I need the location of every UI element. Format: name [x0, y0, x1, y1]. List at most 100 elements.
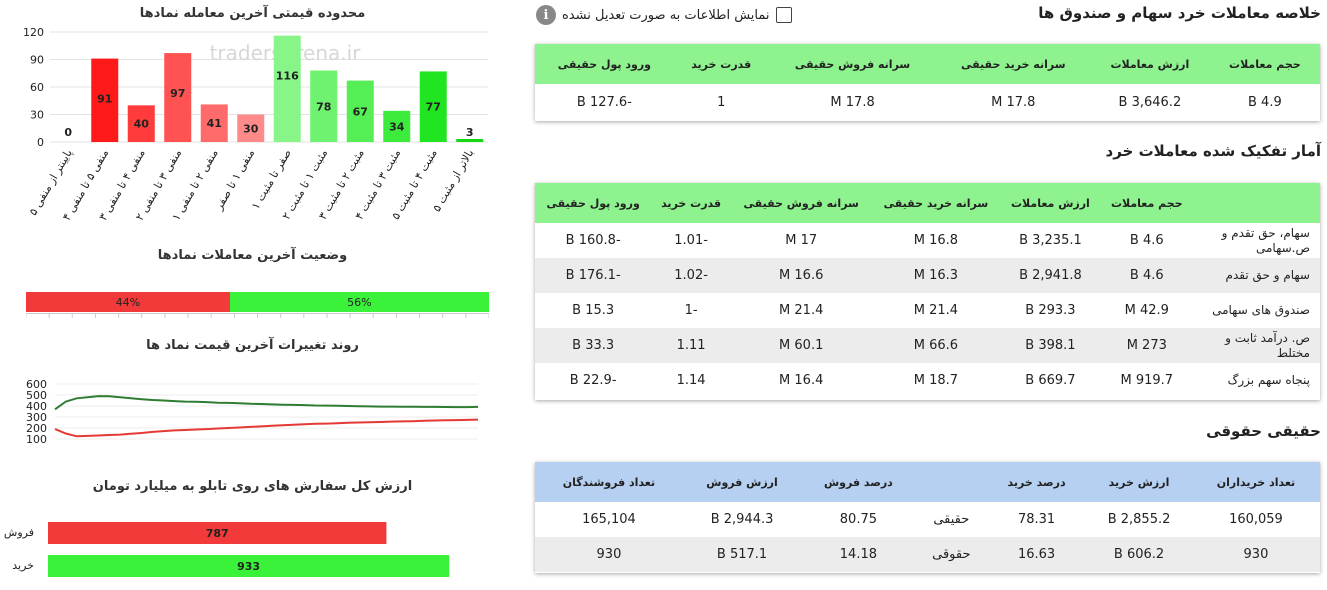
table-cell: 17.8 M [830, 95, 875, 110]
bar-value-label: 78 [316, 100, 331, 113]
series-line-1 [54, 418, 479, 438]
header-value: ارزش معاملات [1000, 183, 1101, 223]
header-money-inflow: ورود پول حقیقی [535, 183, 652, 223]
bar-value-label: 67 [353, 105, 368, 118]
breakdown-table: حجم معاملات ارزش معاملات سرانه خرید حقیق… [535, 183, 1320, 398]
table-cell: 1 [717, 95, 726, 110]
breakdown-table-card: حجم معاملات ارزش معاملات سرانه خرید حقیق… [535, 183, 1320, 400]
bar-value-label: 91 [97, 93, 112, 106]
table-cell: 15.3 B [572, 303, 615, 318]
bar-value-label: 787 [206, 527, 229, 540]
table-cell: 3,235.1 B [1019, 233, 1082, 248]
table-cell: 669.7 B [1025, 373, 1076, 388]
summary-title: خلاصه معاملات خرد سهام و صندوق ها [1038, 4, 1321, 22]
bar [419, 71, 447, 142]
table-cell: 17.8 M [991, 95, 1036, 110]
table-row: 4.9 B 3,646.2 B 17.8 M 17.8 M 1 -127.6 B [535, 84, 1320, 121]
table-cell: -22.9 B [569, 373, 617, 388]
table-cell: 16.63 [986, 537, 1087, 572]
table-cell: 66.6 M [871, 328, 1001, 363]
header-value: ارزش معاملات [1090, 44, 1210, 84]
info-icon[interactable]: i [536, 5, 556, 25]
header-volume: حجم معاملات [1100, 183, 1193, 223]
header-buy-pct: درصد خرید [986, 462, 1087, 502]
row-type-label: حقوقی [915, 537, 987, 572]
bar-value-label: 933 [237, 560, 260, 573]
breakdown-title: آمار تفکیک شده معاملات خرد [1105, 142, 1321, 160]
order-value-bar-chart: 787 فروش 933 خرید [4, 522, 450, 577]
table-cell: -127.6 B [576, 95, 632, 110]
chart3-title: روند تغییرات آخرین قیمت نماد ها [146, 338, 359, 353]
bar-value-label: 41 [207, 117, 222, 130]
bar [200, 104, 228, 142]
row-category-label: ص. درآمد ثابت و مختلط [1193, 328, 1320, 363]
table-cell: 78.31 [1017, 512, 1056, 527]
table-cell: 606.2 B [1086, 537, 1192, 572]
table-cell: 4.9 B [1247, 95, 1282, 110]
bar-value-label: 77 [426, 101, 441, 114]
table-cell: 4.6 B [1100, 258, 1193, 293]
table-row: پنجاه سهم بزرگ 919.7 M 669.7 B 18.7 M 16.4 M… [535, 363, 1320, 398]
y-tick-label: 100 [26, 433, 47, 446]
status-axis [26, 313, 489, 318]
table-cell: 1.14 [676, 373, 706, 388]
table-cell: 14.18 [801, 537, 916, 572]
table-cell: 293.3 B [1025, 303, 1076, 318]
header-buy-value: ارزش خرید [1086, 462, 1192, 502]
table-cell: 21.4 M [913, 303, 959, 318]
y-tick-label: 30 [30, 109, 44, 122]
table-cell: 42.9 M [1124, 303, 1169, 318]
header-sell-per-capita: سرانه فروش حقیقی [768, 44, 937, 84]
table-cell: 1.11 [651, 328, 731, 363]
bar [91, 58, 119, 143]
category-label: فروش [4, 526, 34, 539]
negative-segment: 44% [26, 292, 230, 312]
individual-legal-title: حقیقی حقوقی [1206, 422, 1321, 440]
series-line-0 [54, 395, 479, 411]
table-cell: 80.75 [839, 512, 877, 527]
table-cell: 2,855.2 B [1107, 512, 1171, 527]
y-tick-label: 600 [26, 378, 47, 391]
table-row: سهام، حق تقدم و ص.سهامی 4.6 B 3,235.1 B 16.… [535, 223, 1320, 258]
chart2-title: وضعیت آخرین معاملات نمادها [157, 248, 348, 263]
summary-table-card: حجم معاملات ارزش معاملات سرانه خرید حقیق… [535, 44, 1320, 121]
bar [310, 70, 338, 142]
price-range-bar-chart: 0306090120tradersArena.ir0پایینتر از منف… [23, 26, 488, 223]
bar-value-label: 97 [170, 87, 185, 100]
unadjusted-checkbox[interactable] [775, 7, 792, 23]
status-split-bar: 44% 56% [26, 292, 489, 312]
chart1-title: محدوده قیمتی آخرین معامله نمادها [139, 6, 366, 21]
positive-segment: 56% [229, 292, 489, 312]
table-row: 160,059 2,855.2 B 78.31 حقیقی 80.75 2,944.3 B… [535, 502, 1320, 537]
header-sell-pct: درصد فروش [801, 462, 916, 502]
row-category-label: سهام، حق تقدم و ص.سهامی [1221, 225, 1310, 255]
table-cell: 60.1 M [730, 328, 872, 363]
table-cell: 33.3 B [535, 328, 652, 363]
positive-pct-label: 56% [347, 295, 372, 309]
table-row: 930 606.2 B 16.63 حقوقی 14.18 517.1 B 930 [535, 537, 1320, 572]
bar-value-label: 40 [134, 118, 150, 131]
table-cell: 16.6 M [730, 258, 872, 293]
y-tick-label: 500 [26, 389, 47, 402]
row-type-label: حقیقی [933, 512, 970, 527]
y-tick-label: 90 [30, 54, 44, 67]
table-cell: -176.1 B [535, 258, 652, 293]
y-tick-label: 300 [26, 411, 47, 424]
header-volume: حجم معاملات [1209, 44, 1320, 84]
table-cell: 273 M [1100, 328, 1193, 363]
table-cell: 16.4 M [779, 373, 824, 388]
bar [48, 555, 450, 577]
unadjusted-toggle[interactable]: نمایش اطلاعات به صورت تعدیل نشده i [536, 5, 792, 25]
bar [164, 53, 192, 142]
row-category-label: صندوق های سهامی [1212, 303, 1310, 317]
table-cell: 16.8 M [913, 233, 959, 248]
table-cell: 17 M [785, 233, 818, 248]
header-sell-per-capita: سرانه فروش حقیقی [730, 183, 872, 223]
table-cell: 2,941.8 B [1000, 258, 1101, 293]
table-cell: 165,104 [582, 512, 636, 527]
unadjusted-label: نمایش اطلاعات به صورت تعدیل نشده [562, 7, 770, 23]
y-tick-label: 60 [30, 81, 44, 94]
header-type [915, 462, 987, 502]
header-sell-value: ارزش فروش [682, 462, 802, 502]
